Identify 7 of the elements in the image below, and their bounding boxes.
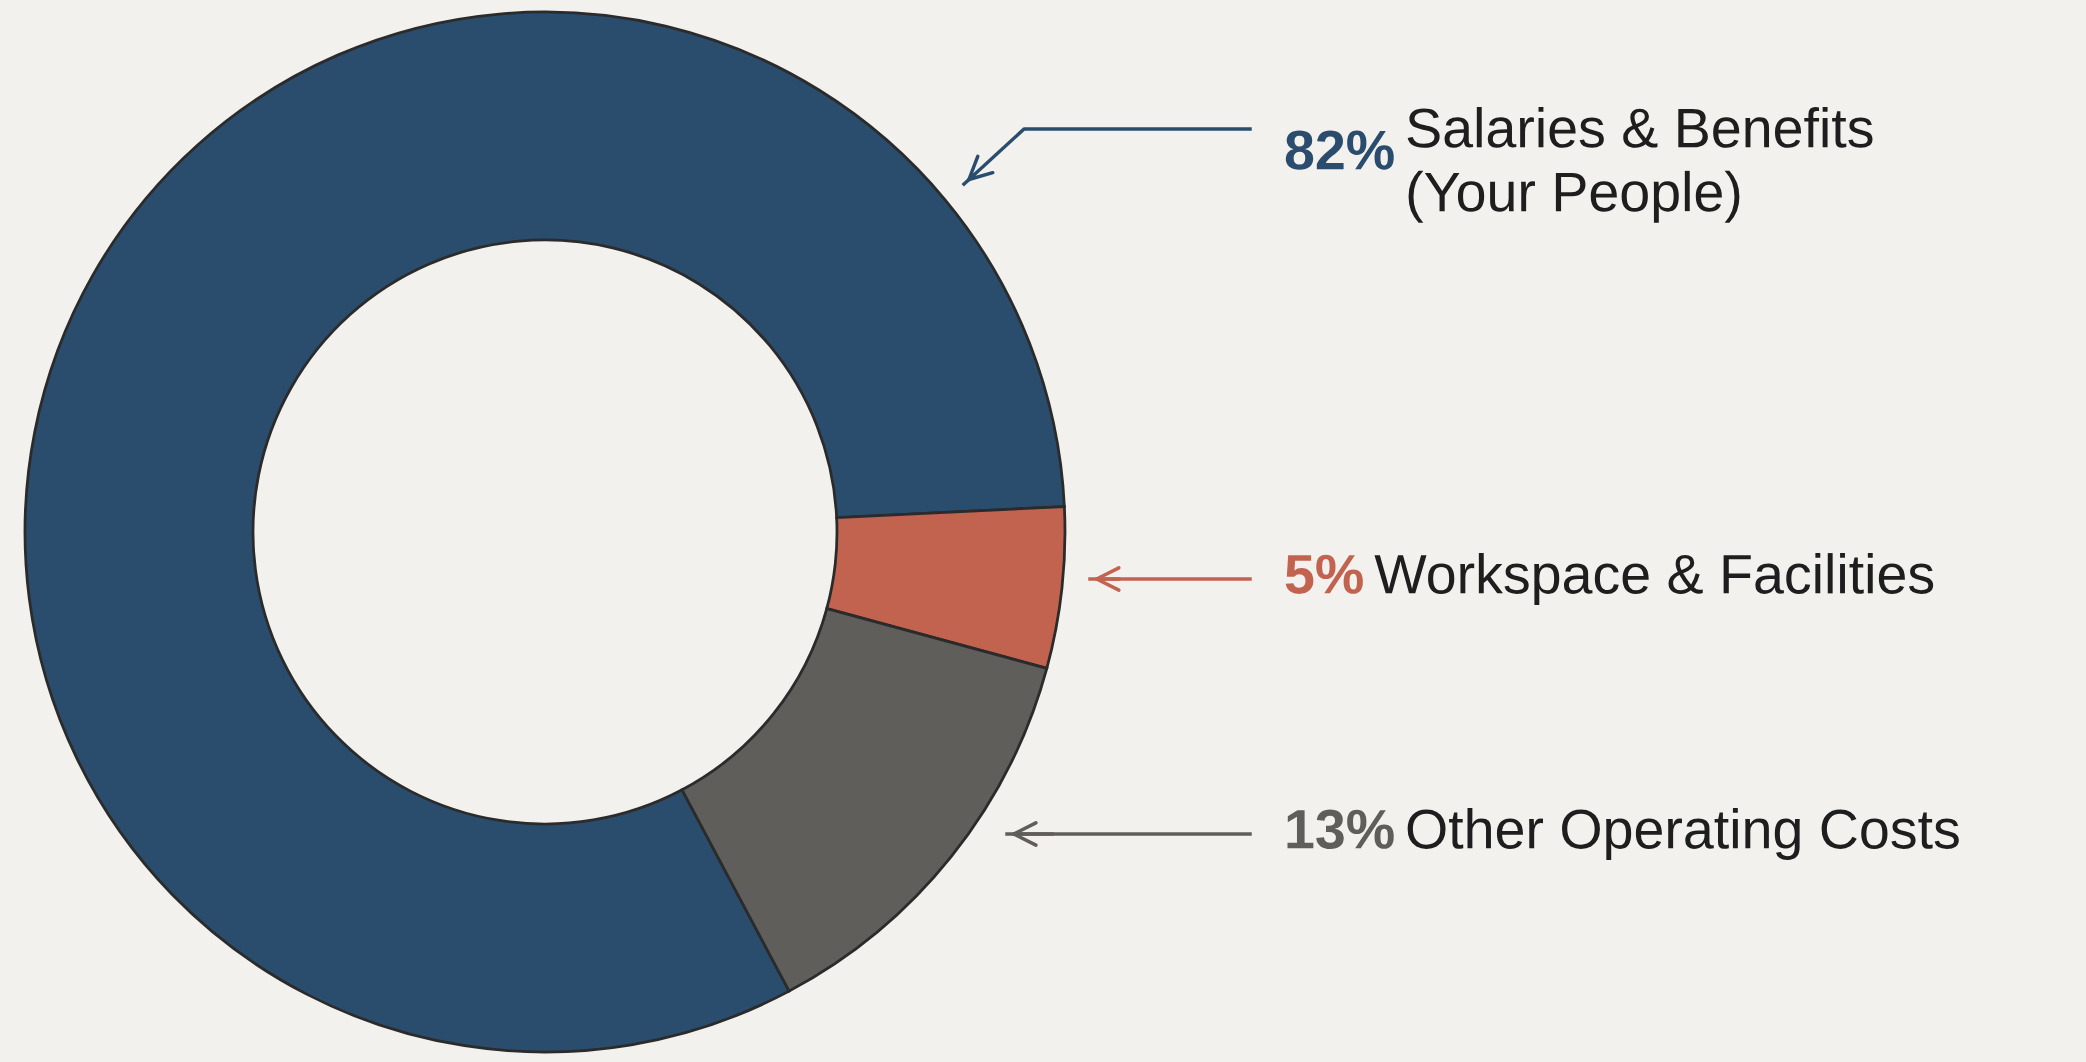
data-label: 82% bbox=[1285, 130, 1394, 170]
donut-slice bbox=[23, 10, 1066, 1054]
data-label: 5% bbox=[1285, 554, 1363, 594]
data-label: 13% bbox=[1287, 809, 1394, 849]
slice-label: Salaries & Benefits (Your People) bbox=[1407, 107, 1873, 223]
slice-label: Other Operating Costs bbox=[1407, 808, 1959, 860]
slice-label: Workspace & Facilities bbox=[1374, 553, 1934, 605]
